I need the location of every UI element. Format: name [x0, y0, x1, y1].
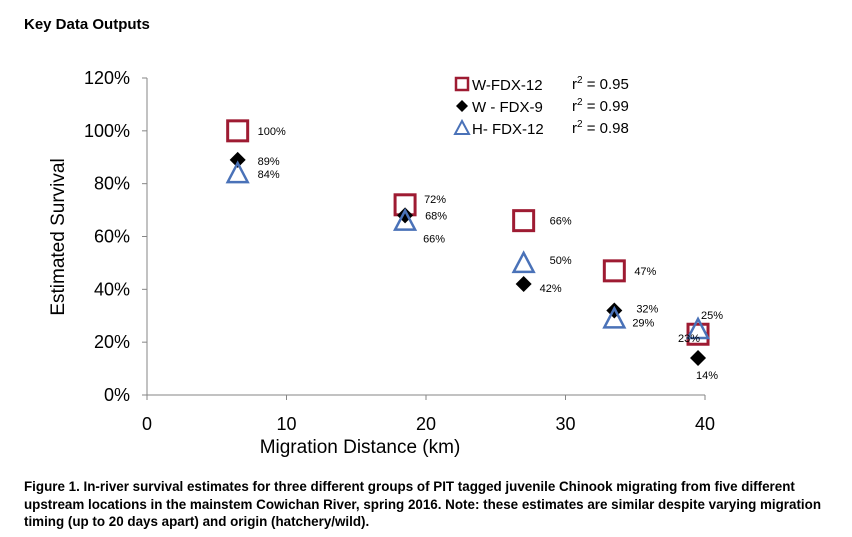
x-axis-title: Migration Distance (km) [260, 437, 461, 458]
y-tick-label: 40% [94, 279, 130, 299]
x-tick-label: 10 [276, 414, 296, 434]
y-tick-label: 80% [94, 174, 130, 194]
data-point-h-fdx-12 [685, 316, 711, 340]
y-tick-label: 100% [84, 121, 130, 141]
data-marks [225, 119, 711, 367]
legend-r2-h-fdx-12: r2 = 0.98 [572, 119, 629, 137]
survival-scatter-chart: 0% 20% 40% 60% 80% 100% 120% 0 10 20 30 40 Migrati… [48, 68, 724, 458]
legend-label-w-fdx-9: W - FDX-9 [472, 99, 543, 116]
r2-value: = 0.98 [583, 120, 629, 137]
data-label-w-fdx-9: 89% [258, 156, 280, 168]
data-point-h-fdx-12 [511, 250, 536, 274]
r2-symbol: r [572, 120, 577, 137]
r2-exponent: 2 [577, 97, 583, 108]
legend-label-h-fdx-12: H- FDX-12 [472, 121, 544, 138]
data-label-h-fdx-12: 25% [701, 310, 723, 322]
r2-value: = 0.99 [583, 98, 629, 115]
r2-symbol: r [572, 76, 577, 93]
figure-caption: Figure 1. In-river survival estimates fo… [24, 479, 821, 529]
r2-exponent: 2 [577, 75, 583, 86]
y-ticks: 0% 20% 40% 60% 80% 100% 120% [84, 68, 147, 405]
legend-r2-w-fdx-12: r2 = 0.95 [572, 75, 629, 93]
y-tick-label: 60% [94, 227, 130, 247]
legend-marker-w-fdx-12 [454, 76, 470, 92]
data-label-w-fdx-9: 32% [636, 303, 658, 315]
data-point-w-fdx-9 [229, 151, 246, 168]
y-tick-label: 20% [94, 332, 130, 352]
x-ticks: 0 10 20 30 40 [142, 395, 715, 434]
data-label-h-fdx-12: 50% [550, 255, 572, 267]
x-tick-label: 30 [555, 414, 575, 434]
x-tick-label: 0 [142, 414, 152, 434]
page-heading: Key Data Outputs [24, 16, 150, 33]
r2-symbol: r [572, 98, 577, 115]
legend-marker-h-fdx-12 [453, 118, 471, 135]
legend-r2-w-fdx-9: r2 = 0.99 [572, 97, 629, 115]
data-point-w-fdx-12 [512, 209, 536, 233]
y-tick-label: 0% [104, 385, 130, 405]
data-label-w-fdx-9: 68% [425, 210, 447, 222]
data-label-w-fdx-12: 100% [258, 126, 286, 138]
r2-value: = 0.95 [583, 76, 629, 93]
legend: W-FDX-12 r2 = 0.95W - FDX-9 r2 = 0.99H- FD… [453, 75, 629, 138]
data-point-h-fdx-12 [602, 305, 627, 329]
data-label-w-fdx-12: 23% [678, 333, 700, 345]
data-labels: 100% 72% 66% 47% 23% 89% 68% 42% 32% 14% 84% 66% 50%… [258, 126, 724, 382]
data-point-w-fdx-9 [690, 350, 707, 367]
data-point-w-fdx-12 [602, 259, 626, 283]
data-label-w-fdx-12: 47% [634, 266, 656, 278]
data-point-h-fdx-12 [225, 160, 250, 184]
legend-marker-w-fdx-9 [456, 100, 468, 112]
data-point-w-fdx-12 [686, 322, 710, 346]
data-label-w-fdx-12: 72% [424, 194, 446, 206]
y-tick-label: 120% [84, 68, 130, 88]
data-label-h-fdx-12: 84% [258, 169, 280, 181]
legend-label-w-fdx-12: W-FDX-12 [472, 77, 543, 94]
data-point-h-fdx-12 [393, 207, 418, 231]
x-tick-label: 40 [695, 414, 715, 434]
data-label-h-fdx-12: 29% [632, 317, 654, 329]
data-label-w-fdx-9: 42% [540, 283, 562, 295]
y-axis-title: Estimated Survival [48, 158, 69, 315]
data-point-w-fdx-9 [515, 276, 532, 293]
data-label-h-fdx-12: 66% [423, 234, 445, 246]
x-tick-label: 20 [416, 414, 436, 434]
r2-exponent: 2 [577, 119, 583, 130]
data-label-w-fdx-12: 66% [550, 216, 572, 228]
data-point-w-fdx-12 [226, 119, 250, 143]
data-label-w-fdx-9: 14% [696, 370, 718, 382]
